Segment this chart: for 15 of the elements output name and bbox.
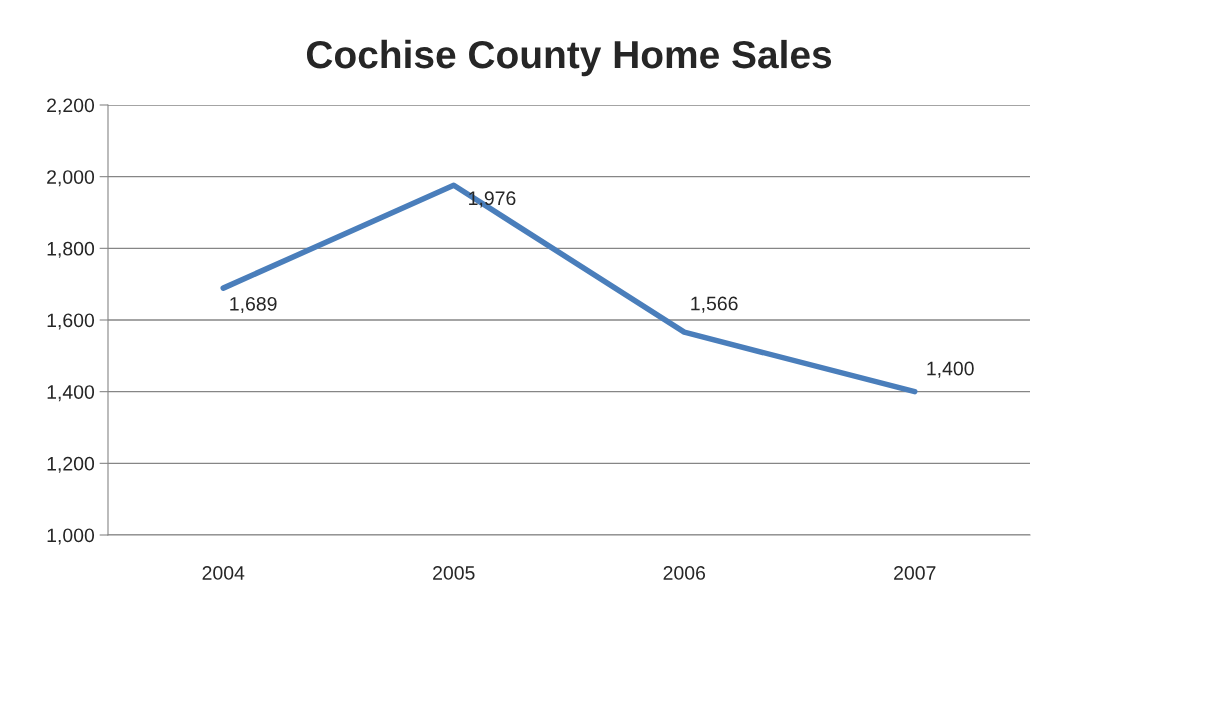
data-label: 1,566 (691, 296, 738, 313)
x-tick-label: 2007 (894, 566, 936, 580)
x-tick-label: 2004 (202, 566, 245, 580)
y-tick-label: 1,400 (47, 385, 95, 402)
chart-title: Cochise County Home Sales (306, 39, 832, 77)
data-label: 1,689 (230, 296, 277, 314)
y-tick-label: 2,000 (47, 170, 95, 187)
data-label: 1,400 (927, 361, 974, 378)
y-tick-label: 1,600 (47, 313, 95, 330)
y-tick-label: 2,200 (47, 98, 95, 115)
x-tick-label: 2006 (663, 566, 706, 580)
y-tick-label: 1,000 (47, 528, 95, 545)
x-tick-label: 2005 (433, 566, 475, 580)
y-tick-label: 1,800 (47, 241, 95, 258)
y-tick-label: 1,200 (47, 456, 95, 473)
